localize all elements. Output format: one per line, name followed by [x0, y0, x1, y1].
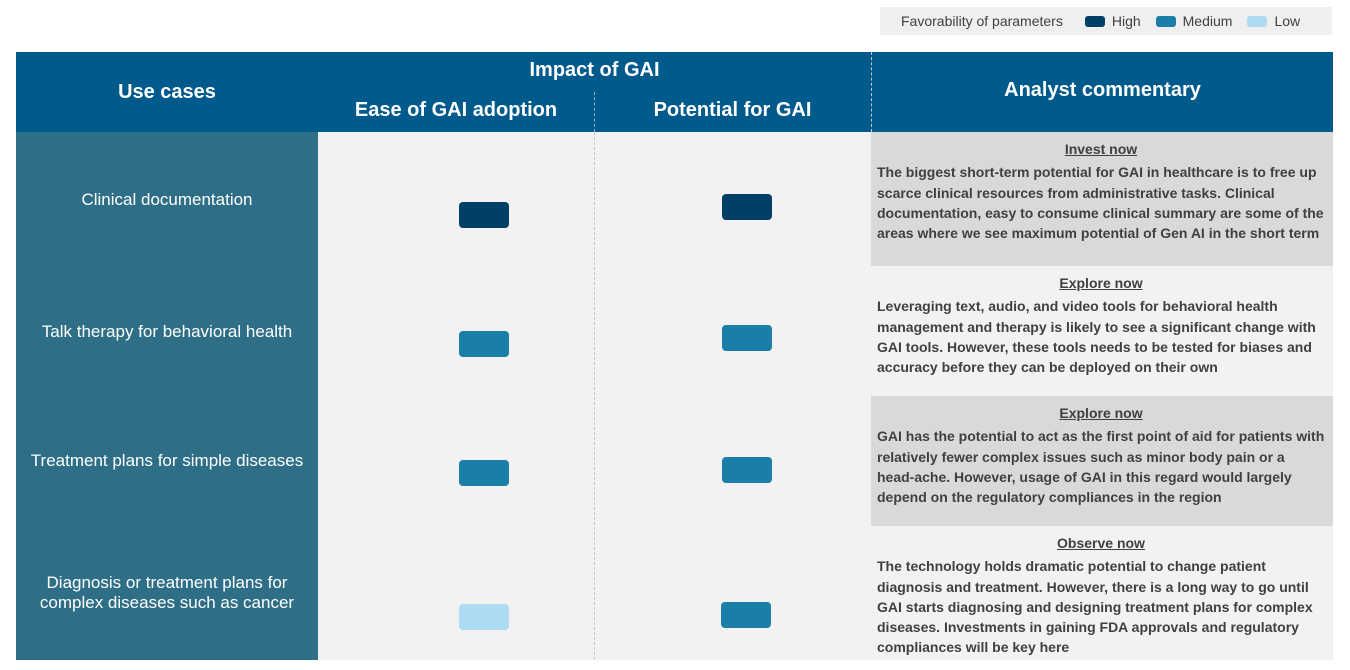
commentary-cell: Invest now The biggest short-term potent…: [871, 132, 1333, 266]
legend-swatch-medium: [1155, 15, 1176, 27]
use-case-label: Talk therapy for behavioral health: [41, 322, 293, 341]
commentary-text: The biggest short-term potential for GAI…: [877, 164, 1324, 242]
legend-title: Favorability of parameters: [901, 13, 1063, 29]
commentary-cell: Observe now The technology holds dramati…: [871, 526, 1333, 660]
legend-item-medium: Medium: [1155, 13, 1233, 29]
potential-rating-bar: [722, 194, 772, 220]
use-case-label: Diagnosis or treatment plans for complex…: [39, 573, 295, 612]
commentary-title: Explore now: [1059, 405, 1143, 421]
gai-use-case-table: Use cases Impact of GAI Ease of GAI adop…: [16, 52, 1333, 660]
legend-item-low: Low: [1247, 13, 1300, 29]
ease-rating-bar: [459, 604, 509, 630]
legend-swatch-high: [1084, 15, 1105, 27]
legend-swatch-low: [1247, 15, 1268, 27]
ease-rating-bar: [459, 460, 509, 486]
potential-rating-bar: [722, 325, 772, 351]
header-use-cases: Use cases: [118, 80, 216, 103]
commentary-title: Observe now: [1057, 535, 1145, 551]
table-header: Use cases Impact of GAI Ease of GAI adop…: [16, 52, 1333, 132]
potential-rating-bar: [721, 602, 771, 628]
commentary-cell: Explore now Leveraging text, audio, and …: [871, 266, 1333, 396]
favorability-legend: Favorability of parameters High Medium L…: [880, 7, 1332, 35]
potential-rating-bar: [722, 457, 772, 483]
commentary-title: Explore now: [1059, 275, 1143, 291]
header-analyst-commentary: Analyst commentary: [1004, 78, 1201, 101]
use-case-column: [16, 132, 318, 660]
commentary-text: GAI has the potential to act as the firs…: [877, 428, 1325, 506]
legend-label-medium: Medium: [1182, 13, 1233, 29]
use-case-label: Clinical documentation: [81, 190, 253, 209]
ease-rating-bar: [459, 331, 509, 357]
legend-label-low: Low: [1274, 13, 1301, 29]
header-impact-of-gai: Impact of GAI: [529, 58, 660, 81]
header-main-divider: [871, 52, 872, 132]
legend-label-high: High: [1111, 13, 1141, 29]
commentary-text: The technology holds dramatic potential …: [877, 558, 1313, 656]
commentary-cell: Explore now GAI has the potential to act…: [871, 396, 1333, 526]
column-divider: [594, 132, 595, 660]
legend-item-high: High: [1084, 13, 1141, 29]
header-ease-of-adoption: Ease of GAI adoption: [354, 98, 558, 121]
commentary-text: Leveraging text, audio, and video tools …: [877, 298, 1316, 376]
header-sub-divider: [594, 92, 595, 132]
use-case-label: Treatment plans for simple diseases: [30, 451, 304, 470]
ease-rating-bar: [459, 202, 509, 228]
commentary-title: Invest now: [1064, 141, 1138, 157]
header-potential-for-gai: Potential for GAI: [653, 98, 812, 121]
